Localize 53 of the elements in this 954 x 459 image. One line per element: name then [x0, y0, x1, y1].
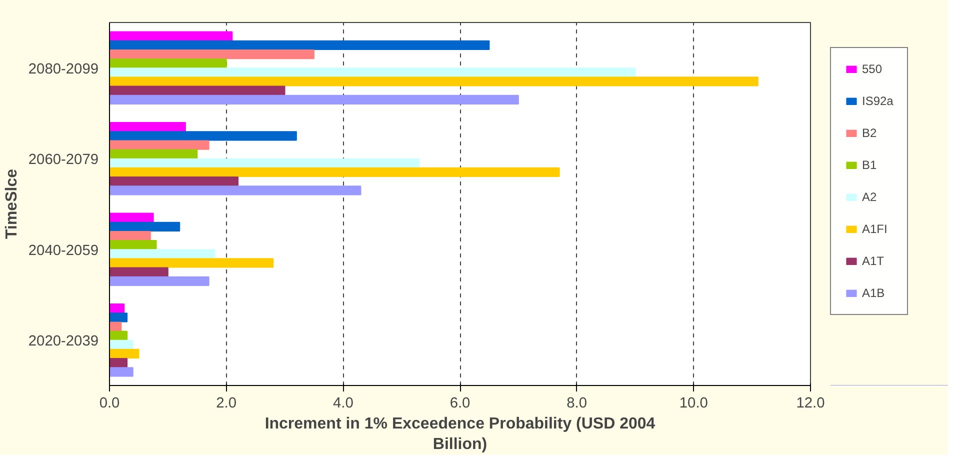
bar	[110, 312, 128, 322]
bar	[110, 249, 216, 259]
bar	[110, 367, 134, 377]
x-tick-label: 2.0	[216, 396, 237, 412]
bar	[110, 276, 210, 286]
bar	[110, 40, 490, 50]
bar	[110, 186, 362, 196]
legend-label: B1	[862, 158, 878, 172]
bar	[110, 330, 128, 340]
y-tick-label: 2060-2079	[28, 152, 99, 168]
legend-label: 550	[862, 62, 882, 76]
bar	[110, 348, 140, 359]
bar	[110, 58, 227, 68]
x-tick-label: 10.0	[679, 396, 708, 412]
bar	[110, 122, 186, 132]
bar	[110, 176, 239, 186]
bar	[110, 230, 151, 241]
x-tick-label: 4.0	[332, 396, 354, 412]
y-tick-label: 2080-2099	[28, 61, 99, 78]
x-tick-label: 8.0	[566, 396, 588, 412]
legend-label: A1T	[862, 254, 884, 268]
bar	[110, 68, 636, 78]
bar	[110, 304, 125, 314]
bar	[110, 149, 198, 159]
y-tick-label: 2040-2059	[28, 242, 99, 259]
bar	[110, 131, 297, 141]
bar	[110, 49, 314, 60]
bar	[110, 322, 122, 332]
bar	[110, 31, 233, 41]
bar	[110, 94, 519, 104]
legend-label: A2	[862, 190, 878, 204]
bar	[110, 340, 134, 350]
bar	[110, 267, 168, 277]
bar	[110, 86, 286, 96]
x-axis-title: Increment in 1% Exceedence Probability (USD 2004 Billion)	[264, 416, 656, 453]
legend-label: A1FI	[862, 222, 888, 236]
bar	[110, 358, 128, 368]
bar	[110, 167, 560, 178]
legend-label: B2	[862, 126, 878, 140]
y-axis-title: TimeSlce	[3, 168, 20, 239]
x-tick-label: 0.0	[99, 396, 120, 412]
x-tick-label: 12.0	[796, 396, 825, 412]
legend-label: A1B	[862, 286, 885, 300]
bar	[110, 140, 210, 150]
bar	[110, 258, 274, 268]
y-tick-label: 2020-2039	[28, 334, 99, 350]
bar	[110, 240, 157, 250]
bar	[110, 222, 180, 232]
bar	[110, 158, 420, 168]
x-tick-label: 6.0	[450, 396, 470, 412]
legend-label: IS92a	[862, 94, 894, 108]
bar	[110, 212, 154, 222]
bar	[110, 76, 758, 86]
